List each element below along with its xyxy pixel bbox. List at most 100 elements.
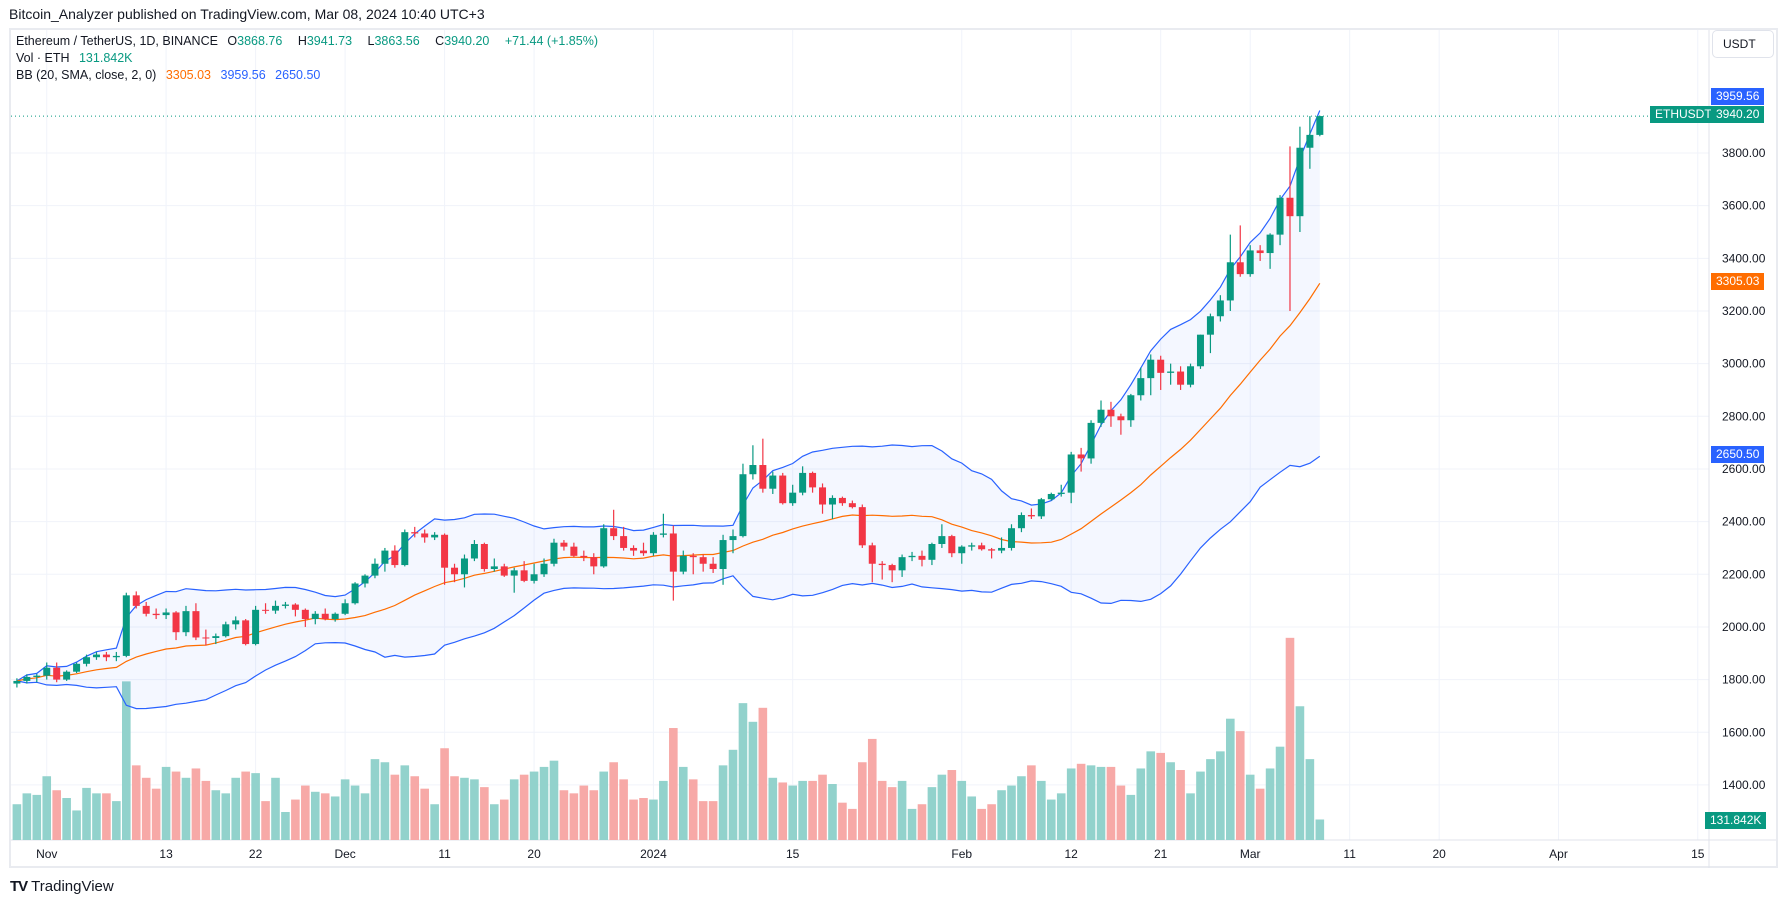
volume-bar: [410, 776, 420, 840]
candle-body: [291, 604, 299, 610]
volume-bar: [1126, 794, 1136, 840]
candle-body: [53, 667, 61, 680]
volume-bar: [470, 779, 479, 840]
volume-bar: [748, 721, 758, 840]
volume-bar: [112, 801, 121, 840]
volume-bar: [957, 780, 967, 840]
candle-body: [122, 595, 130, 656]
volume-bar: [82, 787, 91, 840]
volume-bar: [1086, 765, 1096, 840]
candle-body: [709, 563, 717, 570]
volume-bar: [380, 762, 390, 840]
volume-bar: [1066, 768, 1076, 840]
candle-body: [888, 565, 896, 571]
volume-bar: [480, 787, 489, 840]
volume-bar: [1156, 752, 1165, 840]
volume-bar: [858, 762, 867, 840]
candle-body: [490, 566, 498, 570]
candle-body: [73, 663, 81, 672]
candle-body: [848, 503, 856, 508]
x-tick-label: 20: [527, 847, 541, 861]
volume-bar: [1245, 774, 1255, 840]
volume-bar: [201, 780, 211, 840]
tradingview-logo[interactable]: TV TradingView: [10, 878, 114, 895]
y-tick-label: 3600.00: [1722, 199, 1766, 213]
volume-label[interactable]: Vol · ETH: [16, 51, 70, 65]
candle-body: [679, 555, 687, 572]
candle-body: [570, 546, 578, 556]
open-value: 3868.76: [237, 34, 283, 48]
candle-body: [1177, 371, 1185, 385]
candle-body: [411, 532, 419, 534]
x-tick-label: 22: [249, 847, 263, 861]
volume-bar: [1176, 770, 1185, 840]
volume-bar: [728, 749, 738, 840]
volume-bar: [927, 787, 937, 840]
volume-bar: [1255, 788, 1265, 840]
volume-bar: [997, 790, 1006, 840]
candle-body: [669, 533, 677, 572]
bb-basis-value: 3305.03: [165, 68, 212, 82]
symbol-tag: ETHUSDT: [1650, 106, 1717, 123]
candle-body: [729, 536, 737, 541]
bb-label[interactable]: BB (20, SMA, close, 2, 0): [16, 68, 157, 82]
candle-body: [391, 550, 399, 566]
volume-bar: [241, 771, 250, 840]
bb-lower-price-tag: 2650.50: [1711, 446, 1765, 463]
volume-bar: [1186, 793, 1195, 840]
volume-bar: [599, 771, 609, 840]
candle-body: [182, 611, 190, 633]
x-tick-label: Apr: [1549, 847, 1568, 861]
volume-bar: [669, 728, 678, 840]
bb-lower-line: [16, 455, 1321, 710]
bb-basis-price-tag: 3305.03: [1711, 273, 1765, 290]
volume-bar: [1027, 765, 1036, 840]
volume-bar: [1076, 763, 1086, 840]
last-price-tag: 3940.20: [1711, 106, 1765, 123]
volume-bar: [987, 804, 996, 840]
candle-body: [520, 570, 528, 581]
publisher-line: Bitcoin_Analyzer published on TradingVie…: [9, 6, 485, 22]
candle-body: [262, 609, 270, 611]
volume-bar: [301, 785, 310, 840]
x-tick-label: 2024: [640, 847, 667, 861]
candle-body: [1266, 234, 1274, 254]
candle-body: [928, 544, 936, 560]
candle-body: [1286, 197, 1294, 217]
volume-bar: [539, 766, 549, 840]
currency-button[interactable]: USDT: [1712, 30, 1774, 58]
candle-body: [13, 680, 21, 684]
candle-body: [1037, 499, 1045, 517]
volume-bar: [589, 790, 599, 840]
high-label: H: [297, 34, 307, 48]
legend-symbol[interactable]: Ethereum / TetherUS, 1D, BINANCE: [16, 34, 218, 48]
candle-body: [610, 528, 618, 537]
candle-body: [659, 533, 667, 535]
change-value: +71.44 (+1.85%): [504, 34, 598, 48]
candle-body: [92, 654, 100, 658]
candle-body: [341, 603, 349, 614]
x-tick-label: 15: [1691, 847, 1705, 861]
candle-body: [371, 563, 379, 576]
volume-bar: [52, 790, 61, 840]
candle-body: [1027, 515, 1035, 517]
candle-body: [838, 497, 846, 504]
volume-bar: [1166, 762, 1175, 840]
candle-body: [809, 472, 817, 488]
candle-body: [132, 595, 140, 606]
candle-body: [1246, 250, 1254, 275]
candle-body: [1117, 416, 1125, 421]
volume-bar: [122, 681, 131, 840]
x-tick-label: 13: [159, 847, 173, 861]
volume-bar: [629, 799, 638, 840]
volume-bar: [519, 774, 529, 840]
volume-bar: [569, 793, 579, 840]
candle-body: [868, 545, 876, 564]
candle-body: [978, 545, 986, 550]
candle-body: [938, 536, 946, 545]
volume-bar: [1305, 759, 1315, 840]
candle-body: [1057, 492, 1065, 494]
candle-body: [331, 613, 339, 620]
volume-bar: [1315, 819, 1325, 840]
